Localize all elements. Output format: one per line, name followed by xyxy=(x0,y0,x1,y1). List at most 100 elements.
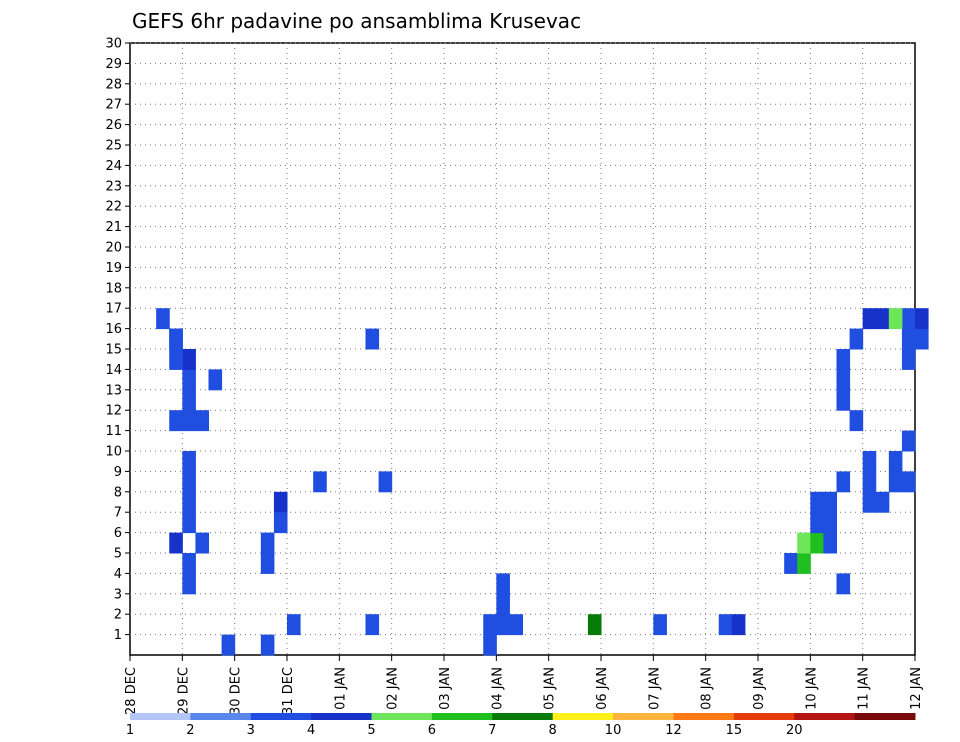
heatmap-cell xyxy=(169,349,183,370)
data-cells xyxy=(156,308,929,656)
heatmap-cell xyxy=(313,471,327,493)
heatmap-cell xyxy=(888,308,903,330)
heatmap-cell xyxy=(901,430,916,452)
heatmap-cell xyxy=(862,451,877,472)
x-tick-label: 08 JAN xyxy=(700,667,715,710)
x-tick-label: 02 JAN xyxy=(386,667,401,710)
colorbar-segment xyxy=(250,713,312,720)
colorbar-segment xyxy=(613,713,674,720)
heatmap-cell xyxy=(862,308,877,330)
y-tick-label: 5 xyxy=(114,547,122,562)
y-tick-label: 3 xyxy=(114,587,122,602)
y-tick-label: 30 xyxy=(105,37,122,52)
x-tick-label: 09 JAN xyxy=(752,667,767,710)
y-tick-label: 13 xyxy=(105,383,122,398)
heatmap-cell xyxy=(836,349,851,370)
heatmap-cell xyxy=(836,573,851,595)
x-tick-label: 01 JAN xyxy=(333,667,348,710)
y-tick-label: 27 xyxy=(105,98,122,113)
heatmap-cell xyxy=(718,614,733,636)
heatmap-cell xyxy=(365,328,380,350)
heatmap-cell xyxy=(901,471,916,493)
heatmap-cell xyxy=(888,471,903,493)
heatmap-cell xyxy=(509,614,523,636)
y-tick-label: 12 xyxy=(105,404,122,419)
heatmap-cell xyxy=(195,532,209,554)
heatmap-cell xyxy=(496,593,510,615)
heatmap-cell xyxy=(378,471,393,493)
colorbar-label: 20 xyxy=(786,723,803,738)
heatmap-cell xyxy=(182,389,196,411)
y-tick-label: 16 xyxy=(105,322,122,337)
y-tick-label: 22 xyxy=(105,200,122,215)
heatmap-cell xyxy=(901,328,916,350)
y-tick-label: 23 xyxy=(105,179,122,194)
y-tick-label: 24 xyxy=(105,159,122,174)
heatmap-cell xyxy=(915,328,929,350)
colorbar-segment xyxy=(492,713,554,720)
heatmap-cell xyxy=(182,471,196,493)
heatmap-cell xyxy=(653,614,667,636)
heatmap-cell xyxy=(888,451,903,472)
heatmap-cell xyxy=(875,308,890,330)
heatmap-cell xyxy=(260,532,275,554)
colorbar-segment xyxy=(552,713,614,720)
heatmap-cell xyxy=(182,553,196,574)
heatmap-cell xyxy=(156,308,170,330)
y-tick-label: 17 xyxy=(105,302,122,317)
heatmap-cell xyxy=(862,471,877,493)
colorbar-segment xyxy=(190,713,252,720)
heatmap-cell xyxy=(797,553,811,574)
colorbar-segment xyxy=(130,713,191,720)
y-axis: 1234567891011121314151617181920212223242… xyxy=(105,37,130,643)
heatmap-cell xyxy=(731,614,746,636)
colorbar-segment xyxy=(673,713,735,720)
y-tick-label: 7 xyxy=(114,506,122,521)
x-tick-label: 28 DEC xyxy=(124,667,139,715)
colorbar-segment xyxy=(371,713,433,720)
y-tick-label: 6 xyxy=(114,526,122,541)
colorbar: 1 2 3 4 5 6 7 8 10 12 15 20 xyxy=(126,713,916,738)
y-tick-label: 20 xyxy=(105,241,122,256)
heatmap-cell xyxy=(797,532,811,554)
heatmap-cell xyxy=(810,512,824,534)
heatmap-cell xyxy=(169,532,183,554)
heatmap-cell xyxy=(823,491,837,513)
heatmap-cell xyxy=(587,614,602,636)
heatmap-cell xyxy=(182,491,196,513)
y-tick-label: 26 xyxy=(105,118,122,133)
heatmap-cell xyxy=(221,634,236,656)
heatmap-cell xyxy=(823,512,837,534)
heatmap-cell xyxy=(483,634,497,656)
heatmap-cell xyxy=(849,410,864,432)
colorbar-label: 1 xyxy=(126,723,134,738)
x-tick-label: 04 JAN xyxy=(490,667,505,710)
heatmap-cell xyxy=(182,573,196,595)
heatmap-cell xyxy=(496,614,510,636)
y-tick-label: 29 xyxy=(105,57,122,72)
heatmap-cell xyxy=(365,614,380,636)
heatmap-cell xyxy=(208,369,223,391)
colorbar-label: 8 xyxy=(549,723,557,738)
heatmap-cell xyxy=(273,512,288,534)
y-tick-label: 28 xyxy=(105,77,122,92)
heatmap-cell xyxy=(901,308,916,330)
heatmap-cell xyxy=(784,553,798,574)
y-tick-label: 19 xyxy=(105,261,122,276)
colorbar-label: 6 xyxy=(428,723,436,738)
colorbar-label: 10 xyxy=(605,723,622,738)
y-tick-label: 4 xyxy=(114,567,122,582)
heatmap-cell xyxy=(182,349,196,370)
heatmap-cell xyxy=(182,512,196,534)
heatmap-cell xyxy=(483,614,497,636)
x-tick-label: 03 JAN xyxy=(438,667,453,710)
x-tick-label: 07 JAN xyxy=(647,667,662,710)
heatmap-cell xyxy=(915,308,929,330)
heatmap-cell xyxy=(182,369,196,391)
heatmap-cell xyxy=(169,328,183,350)
colorbar-segment xyxy=(311,713,373,720)
x-tick-label: 31 DEC xyxy=(281,667,296,715)
y-tick-label: 2 xyxy=(114,608,122,623)
heatmap-cell xyxy=(195,410,209,432)
